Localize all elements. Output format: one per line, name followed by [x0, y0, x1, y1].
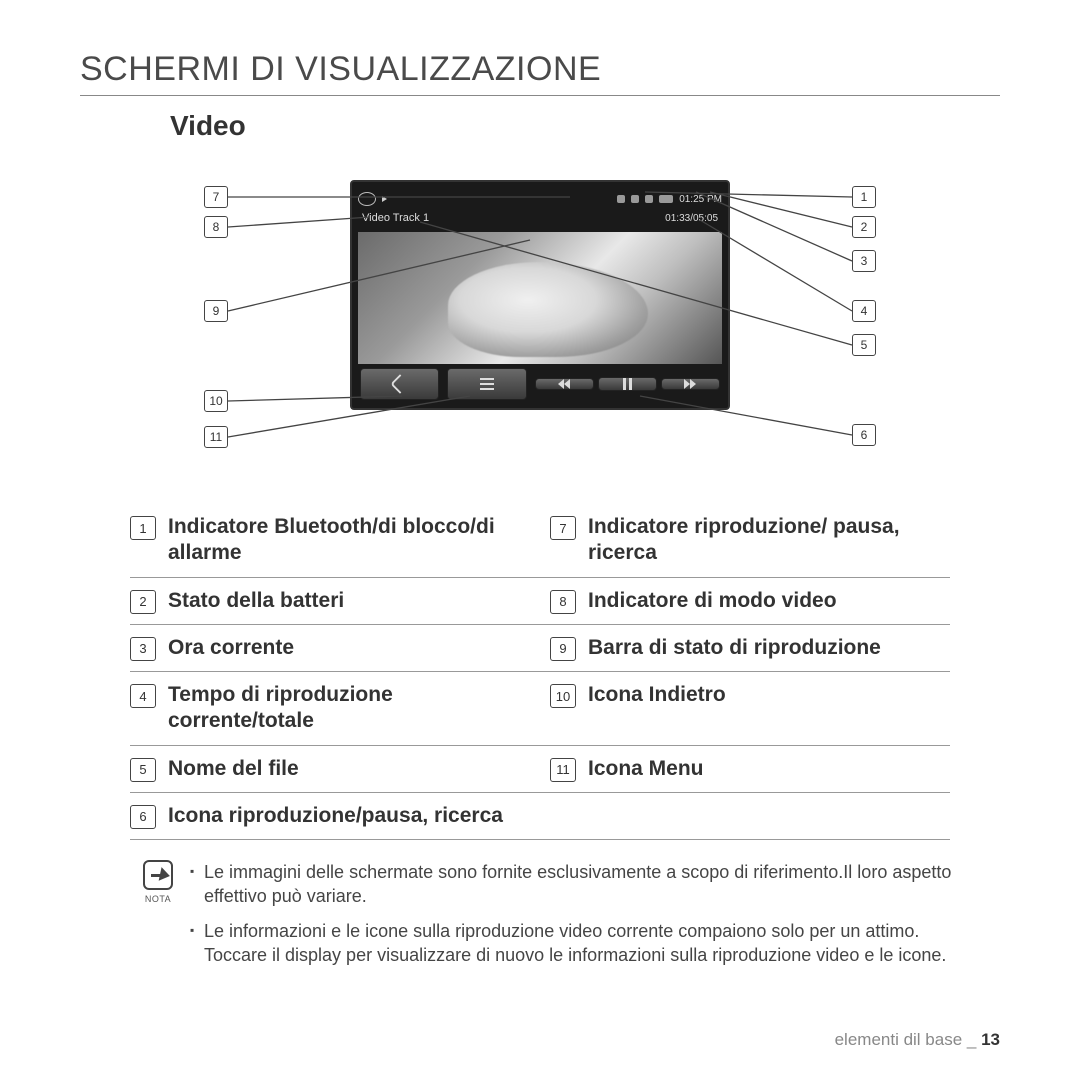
- page-number: 13: [981, 1030, 1000, 1049]
- note-item-1: Le immagini delle schermate sono fornite…: [190, 860, 960, 909]
- legend-num-1: 1: [130, 516, 156, 540]
- note-icon: [143, 860, 173, 890]
- legend-num-8: 8: [550, 590, 576, 614]
- forward-icon: [684, 379, 696, 389]
- callout-6: 6: [852, 424, 876, 446]
- rewind-icon: [558, 379, 570, 389]
- notes-text: Le immagini delle schermate sono fornite…: [190, 860, 960, 977]
- rewind-button[interactable]: [535, 378, 594, 390]
- forward-button[interactable]: [661, 378, 720, 390]
- legend-num-10: 10: [550, 684, 576, 708]
- callout-4: 4: [852, 300, 876, 322]
- callout-8: 8: [204, 216, 228, 238]
- legend-text-7: Indicatore riproduzione/ pausa, ricerca: [588, 514, 950, 567]
- video-mode-icon: [358, 192, 376, 206]
- legend-text-8: Indicatore di modo video: [588, 588, 837, 614]
- legend-text-5: Nome del file: [168, 756, 299, 782]
- callout-11: 11: [204, 426, 228, 448]
- legend-num-5: 5: [130, 758, 156, 782]
- legend-text-1: Indicatore Bluetooth/di blocco/di allarm…: [168, 514, 530, 567]
- back-icon: [390, 374, 410, 394]
- page-footer: elementi dil base _ 13: [835, 1030, 1000, 1050]
- pause-button[interactable]: [598, 377, 657, 391]
- callout-5: 5: [852, 334, 876, 356]
- legend-num-6: 6: [130, 805, 156, 829]
- legend-table: 1 Indicatore Bluetooth/di blocco/di allar…: [130, 504, 950, 840]
- legend-text-6: Icona riproduzione/pausa, ricerca: [168, 803, 503, 829]
- legend-text-3: Ora corrente: [168, 635, 294, 661]
- alarm-icon: [645, 195, 653, 203]
- play-time-label: 01:33/05:05: [665, 213, 718, 224]
- legend-num-2: 2: [130, 590, 156, 614]
- video-diagram: 01:25 PM Video Track 1 01:33/05:05 78910…: [190, 160, 890, 480]
- section-title: Video: [170, 110, 1000, 142]
- device-screen: 01:25 PM Video Track 1 01:33/05:05: [350, 180, 730, 410]
- menu-button[interactable]: [447, 368, 526, 400]
- legend-text-2: Stato della batteri: [168, 588, 344, 614]
- legend-text-9: Barra di stato di riproduzione: [588, 635, 881, 661]
- legend-num-11: 11: [550, 758, 576, 782]
- note-label: NOTA: [145, 894, 171, 904]
- legend-num-3: 3: [130, 637, 156, 661]
- note-item-2: Le informazioni e le icone sulla riprodu…: [190, 919, 960, 968]
- callout-10: 10: [204, 390, 228, 412]
- lock-icon: [631, 195, 639, 203]
- legend-text-11: Icona Menu: [588, 756, 704, 782]
- callout-9: 9: [204, 300, 228, 322]
- callout-3: 3: [852, 250, 876, 272]
- video-thumbnail: [358, 232, 722, 364]
- battery-icon: [659, 195, 673, 203]
- pause-icon: [623, 378, 632, 390]
- legend-num-9: 9: [550, 637, 576, 661]
- clock-label: 01:25 PM: [679, 194, 722, 205]
- legend-text-4: Tempo di riproduzione corrente/totale: [168, 682, 530, 735]
- callout-2: 2: [852, 216, 876, 238]
- callout-1: 1: [852, 186, 876, 208]
- legend-text-10: Icona Indietro: [588, 682, 726, 708]
- callout-7: 7: [204, 186, 228, 208]
- status-bar: 01:25 PM: [358, 188, 722, 210]
- menu-icon: [480, 378, 494, 390]
- back-button[interactable]: [360, 368, 439, 400]
- legend-num-7: 7: [550, 516, 576, 540]
- page-title: SCHERMI DI VISUALIZZAZIONE: [80, 50, 1000, 96]
- footer-section: elementi dil base: [835, 1030, 963, 1049]
- legend-num-4: 4: [130, 684, 156, 708]
- notes-block: NOTA Le immagini delle schermate sono fo…: [140, 860, 960, 977]
- play-indicator-icon: [382, 196, 387, 202]
- bluetooth-icon: [617, 195, 625, 203]
- track-name-label: Video Track 1: [362, 212, 429, 224]
